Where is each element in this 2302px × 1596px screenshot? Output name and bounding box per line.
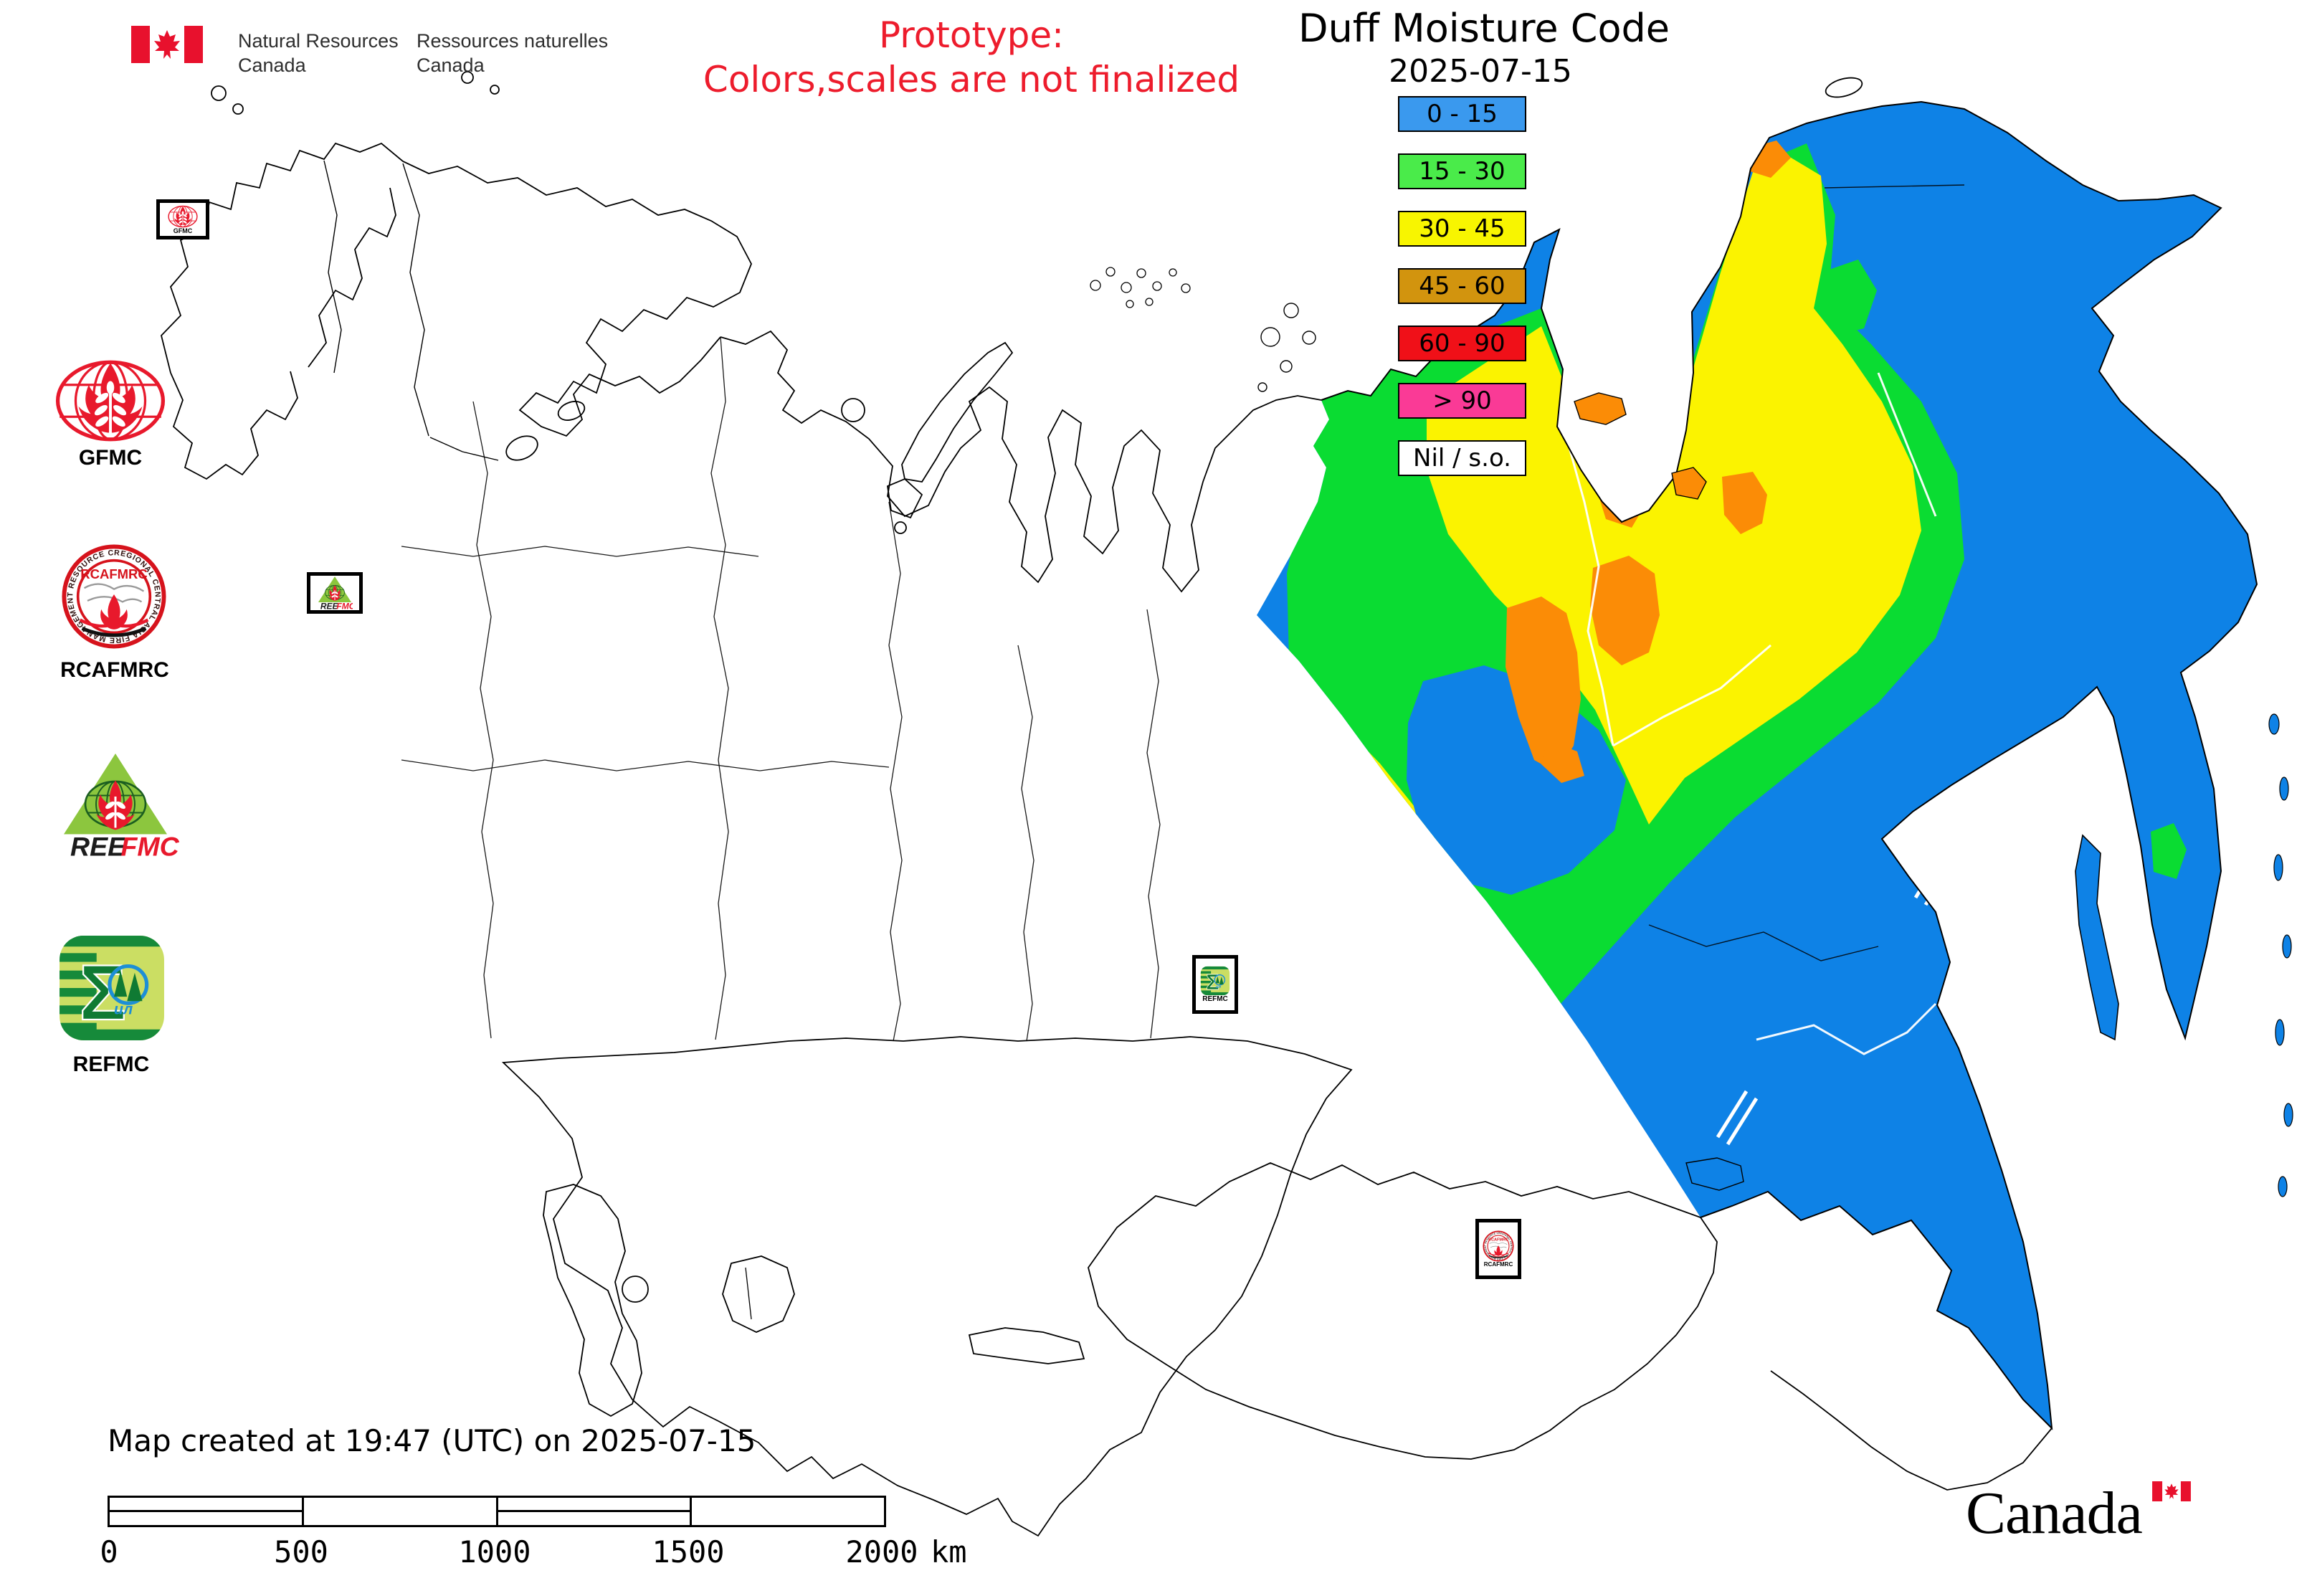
legend-item-nil: Nil / s.o. <box>1398 440 1526 476</box>
agency-fr-line2: Canada <box>417 54 485 76</box>
gfmc-marker-label: GFMC <box>173 227 193 234</box>
scale-tick-2000: 2000 <box>845 1534 918 1569</box>
refmc-logo <box>57 934 166 1042</box>
agency-name-en: Natural Resources Canada <box>238 29 399 77</box>
legend-label: > 90 <box>1432 386 1492 415</box>
legend-item-15-30: 15 - 30 <box>1398 153 1526 189</box>
prototype-warning: Prototype: Colors,scales are not finaliz… <box>649 13 1294 102</box>
scale-bar <box>108 1496 886 1527</box>
basemap-outlines <box>161 71 2053 1537</box>
refmc-logo-label: REFMC <box>72 1053 150 1076</box>
canada-wordmark: Canada <box>1966 1480 2143 1547</box>
map-created-text: Map created at 19:47 (UTC) on 2025-07-15 <box>108 1423 756 1458</box>
reefmc-logo <box>39 751 191 859</box>
canada-flag-icon <box>131 26 203 63</box>
rcafmrc-map-marker: RCAFMRC <box>1475 1219 1521 1279</box>
legend-label: 45 - 60 <box>1419 272 1506 300</box>
agency-fr-line1: Ressources naturelles <box>417 30 609 52</box>
legend-item-30-45: 30 - 45 <box>1398 211 1526 247</box>
legend-label: 60 - 90 <box>1419 329 1506 358</box>
scale-unit: km <box>931 1534 967 1569</box>
dmc-legend: 0 - 15 15 - 30 30 - 45 45 - 60 60 - 90 >… <box>1398 96 1526 476</box>
region-border-lines <box>1648 184 1965 961</box>
scale-tick-1500: 1500 <box>652 1534 725 1569</box>
scale-segment <box>304 1498 498 1525</box>
map-date: 2025-07-15 <box>1389 53 1572 90</box>
data-islands <box>1574 392 2293 1197</box>
agency-en-line2: Canada <box>238 54 306 76</box>
scale-tick-0: 0 <box>100 1534 118 1569</box>
legend-label: 30 - 45 <box>1419 214 1506 243</box>
refmc-marker-label: REFMC <box>1202 995 1228 1003</box>
legend-item-0-15: 0 - 15 <box>1398 96 1526 132</box>
scale-segment <box>110 1498 304 1525</box>
canada-wordmark-flag-icon <box>2152 1481 2191 1501</box>
data-coastline <box>1321 100 2258 1430</box>
legend-item-gt-90: > 90 <box>1398 383 1526 419</box>
legend-label: Nil / s.o. <box>1413 444 1511 472</box>
gfmc-logo <box>42 358 179 443</box>
refmc-map-marker: REFMC <box>1192 955 1238 1014</box>
legend-item-45-60: 45 - 60 <box>1398 268 1526 304</box>
gfmc-map-marker: GFMC <box>156 199 209 239</box>
page-title: Duff Moisture Code <box>1298 6 1670 51</box>
scale-tick-500: 500 <box>274 1534 328 1569</box>
gfmc-logo-label: GFMC <box>78 446 143 470</box>
legend-label: 15 - 30 <box>1419 157 1506 186</box>
prototype-line1: Prototype: <box>878 14 1065 56</box>
rcafmrc-marker-label: RCAFMRC <box>1483 1261 1513 1268</box>
rcafmrc-logo-label: RCAFMRC <box>60 658 169 682</box>
legend-label: 0 - 15 <box>1427 100 1498 128</box>
reefmc-map-marker <box>307 572 363 614</box>
prototype-line2: Colors,scales are not finalized <box>703 59 1240 100</box>
scale-segment <box>692 1498 884 1525</box>
rcafmrc-logo <box>61 543 167 650</box>
agency-en-line1: Natural Resources <box>238 30 399 52</box>
scale-segment <box>498 1498 693 1525</box>
scale-tick-1000: 1000 <box>458 1534 531 1569</box>
agency-name-fr: Ressources naturelles Canada <box>417 29 608 77</box>
dmc-raster-layer <box>1257 102 2257 1428</box>
legend-item-60-90: 60 - 90 <box>1398 326 1526 361</box>
